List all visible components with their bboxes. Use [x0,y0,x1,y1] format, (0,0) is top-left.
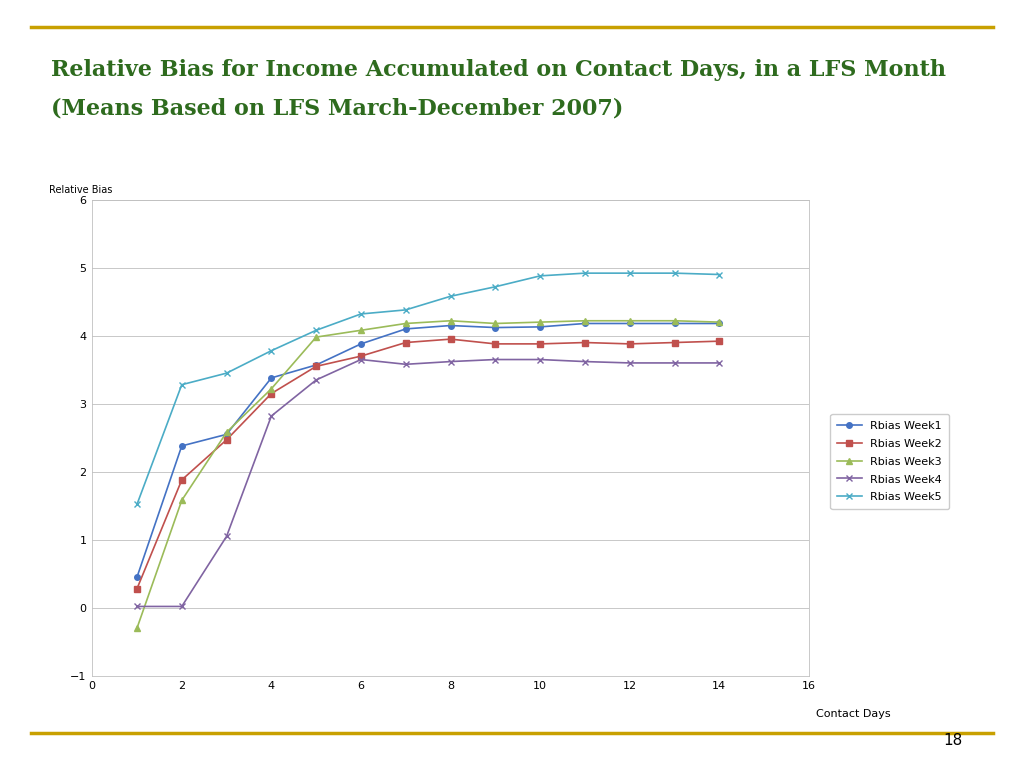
Rbias Week5 [535,271,547,280]
Rbias Week1 [444,321,457,330]
Line: Rbias Week5: Rbias Week5 [133,270,723,508]
Rbias Week1 [310,360,323,369]
Rbias Week4 [713,359,725,368]
Rbias Week3 [131,624,143,633]
Rbias Week2 [444,335,457,344]
Rbias Week3 [713,317,725,326]
Rbias Week1 [669,319,681,328]
Rbias Week4 [220,531,232,541]
Rbias Week1 [265,373,278,382]
Rbias Week1 [354,339,367,349]
Rbias Week5 [624,269,636,278]
Rbias Week2 [265,389,278,398]
Rbias Week1 [579,319,591,328]
Rbias Week4 [489,355,502,364]
Rbias Week5 [220,369,232,378]
Rbias Week2 [354,352,367,361]
Line: Rbias Week2: Rbias Week2 [134,336,722,591]
Rbias Week5 [489,282,502,291]
Text: Contact Days: Contact Days [816,709,891,719]
Rbias Week3 [444,316,457,326]
Rbias Week1 [713,319,725,328]
Rbias Week5 [310,326,323,335]
Text: 18: 18 [943,733,963,748]
Rbias Week5 [669,269,681,278]
Rbias Week2 [131,584,143,594]
Rbias Week5 [713,270,725,279]
Text: (Means Based on LFS March-December 2007): (Means Based on LFS March-December 2007) [51,97,624,119]
Rbias Week1 [399,324,412,333]
Rbias Week4 [310,376,323,385]
Rbias Week4 [579,357,591,366]
Rbias Week2 [669,338,681,347]
Rbias Week2 [176,475,188,485]
Rbias Week4 [265,412,278,421]
Rbias Week5 [444,292,457,301]
Rbias Week1 [220,430,232,439]
Rbias Week4 [176,602,188,611]
Rbias Week5 [176,380,188,389]
Rbias Week5 [354,310,367,319]
Rbias Week3 [669,316,681,326]
Legend: Rbias Week1, Rbias Week2, Rbias Week3, Rbias Week4, Rbias Week5: Rbias Week1, Rbias Week2, Rbias Week3, R… [830,414,949,509]
Line: Rbias Week3: Rbias Week3 [134,318,722,631]
Rbias Week3 [579,316,591,326]
Rbias Week3 [310,333,323,342]
Rbias Week5 [579,269,591,278]
Line: Rbias Week1: Rbias Week1 [134,321,722,580]
Rbias Week4 [624,359,636,368]
Rbias Week2 [489,339,502,349]
Rbias Week4 [444,357,457,366]
Rbias Week3 [399,319,412,328]
Rbias Week2 [713,336,725,346]
Rbias Week3 [176,495,188,505]
Rbias Week2 [220,435,232,445]
Rbias Week3 [535,317,547,326]
Rbias Week2 [399,338,412,347]
Rbias Week3 [489,319,502,328]
Rbias Week2 [624,339,636,349]
Rbias Week5 [265,346,278,356]
Rbias Week4 [354,355,367,364]
Text: Relative Bias: Relative Bias [49,185,113,195]
Rbias Week3 [354,326,367,335]
Rbias Week4 [131,602,143,611]
Rbias Week2 [535,339,547,349]
Rbias Week2 [310,362,323,371]
Rbias Week1 [624,319,636,328]
Rbias Week5 [399,305,412,314]
Rbias Week3 [220,428,232,437]
Rbias Week2 [579,338,591,347]
Rbias Week3 [624,316,636,326]
Rbias Week3 [265,384,278,393]
Line: Rbias Week4: Rbias Week4 [133,356,723,610]
Text: Relative Bias for Income Accumulated on Contact Days, in a LFS Month: Relative Bias for Income Accumulated on … [51,58,946,81]
Rbias Week4 [399,359,412,369]
Rbias Week4 [535,355,547,364]
Rbias Week1 [131,573,143,582]
Rbias Week1 [535,323,547,332]
Rbias Week4 [669,359,681,368]
Rbias Week1 [489,323,502,333]
Rbias Week1 [176,442,188,451]
Rbias Week5 [131,500,143,509]
